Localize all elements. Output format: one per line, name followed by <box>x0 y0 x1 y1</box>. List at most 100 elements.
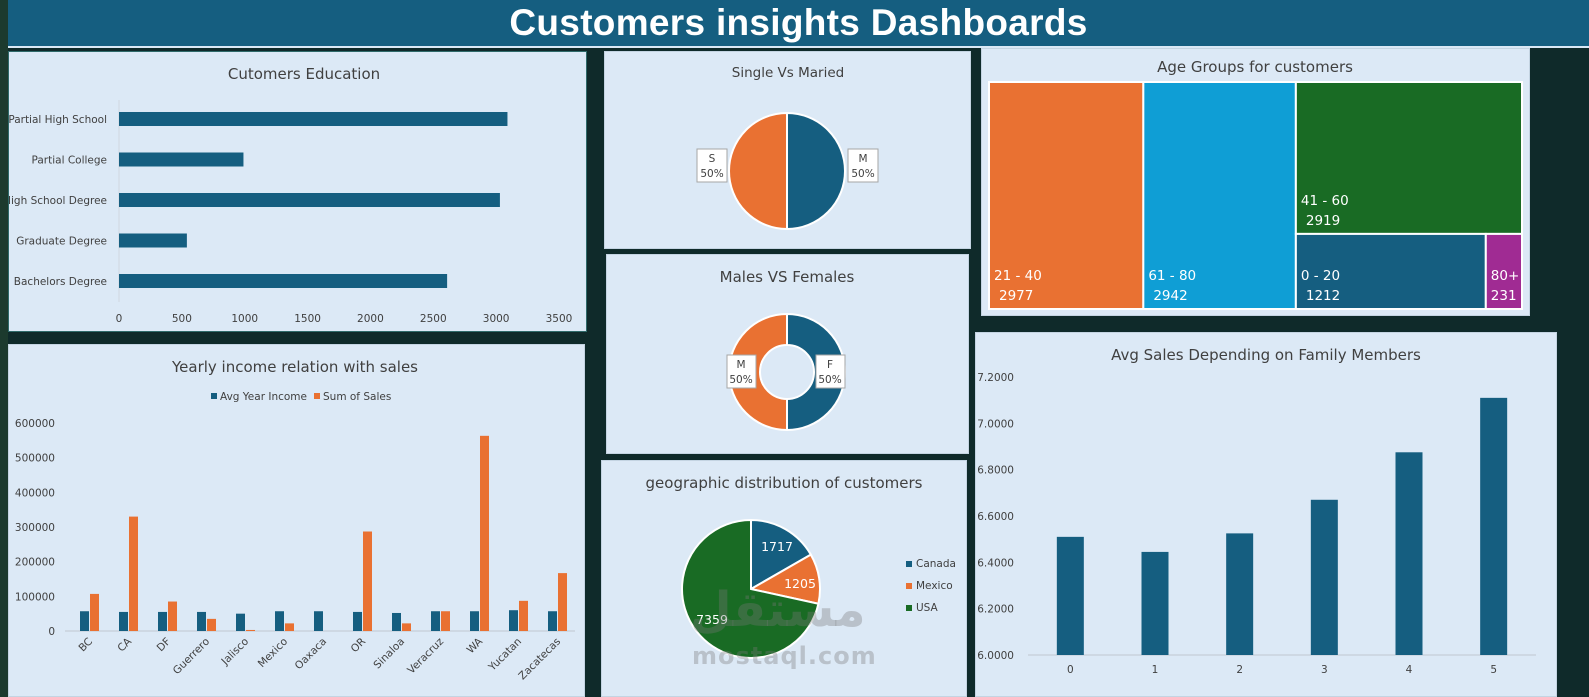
income-legend-swatch <box>211 393 217 399</box>
income-x-tick: Zacatecas <box>516 636 563 683</box>
income-x-tick: WA <box>465 635 486 656</box>
age-tile-value: 2942 <box>1153 288 1187 304</box>
family-y-tick: 7.2000 <box>977 372 1014 384</box>
marital-pie-slice <box>786 111 846 231</box>
gender-slice-label: F <box>827 359 833 371</box>
income-bar <box>285 623 294 631</box>
age-tile-label: 61 - 80 <box>1148 268 1196 284</box>
family-x-tick: 4 <box>1406 664 1413 676</box>
age-treemap-tile <box>1484 232 1524 310</box>
education-category-label: High School Degree <box>9 195 107 207</box>
income-bar <box>129 516 138 631</box>
gender-label-box-m <box>726 354 757 389</box>
income-bar <box>80 611 89 631</box>
income-bar <box>509 610 518 631</box>
geo-legend-swatch <box>906 561 912 567</box>
watermark-arabic: مستقل <box>690 582 866 638</box>
geo-slice-value: 1205 <box>784 576 816 591</box>
income-bar <box>402 623 411 631</box>
income-sales-chart-panel[interactable]: Yearly income relation with sales Avg Yea… <box>8 344 585 697</box>
gender-chart-panel[interactable]: Males VS Females F 50% M 50% <box>606 254 969 454</box>
geo-legend-label: USA <box>916 602 939 614</box>
family-bar <box>1310 499 1338 655</box>
gender-label-box-f <box>815 354 846 389</box>
family-y-tick: 6.6000 <box>977 511 1014 523</box>
marital-status-chart-panel[interactable]: Single Vs Maried M 50% S 50% <box>604 51 971 249</box>
age-tile-label: 0 - 20 <box>1301 268 1340 284</box>
education-chart-panel[interactable]: Cutomers Education Partial High School Par… <box>8 51 587 332</box>
age-tile-value: 231 <box>1491 288 1517 304</box>
income-y-tick: 500000 <box>15 453 55 465</box>
family-y-tick: 6.8000 <box>977 465 1014 477</box>
education-bar <box>119 152 244 167</box>
family-x-tick: 0 <box>1067 664 1074 676</box>
age-treemap-tile <box>1142 81 1297 310</box>
income-x-tick: OR <box>349 636 368 655</box>
geo-distribution-chart-panel[interactable]: geographic distribution of customers 1717… <box>601 460 967 697</box>
family-bar <box>1226 533 1254 655</box>
age-tile-value: 2919 <box>1306 213 1340 229</box>
income-bar <box>431 611 440 631</box>
education-x-tick: 1500 <box>294 313 321 325</box>
window-edge-strip <box>0 0 8 697</box>
watermark-latin: mostaql.com <box>692 642 877 670</box>
education-category-label: Partial College <box>31 155 107 167</box>
geo-legend-label: Mexico <box>916 580 953 592</box>
income-bar <box>168 601 177 631</box>
marital-svg: Single Vs Maried M 50% S 50% <box>696 65 879 231</box>
income-legend-label: Avg Year Income <box>220 391 307 403</box>
income-legend-label: Sum of Sales <box>323 391 391 403</box>
family-chart-title: Avg Sales Depending on Family Members <box>1111 346 1421 364</box>
marital-slice-label: M <box>858 153 867 165</box>
family-x-tick: 3 <box>1321 664 1328 676</box>
age-tile-label: 80+ <box>1491 268 1520 284</box>
income-bar <box>119 611 128 631</box>
age-groups-chart-panel[interactable]: Age Groups for customers 21 - 40 2977 61 - … <box>981 48 1530 316</box>
income-x-tick: Yucatan <box>486 636 524 674</box>
education-bar <box>119 112 508 126</box>
income-y-tick: 0 <box>48 626 55 638</box>
marital-chart-title: Single Vs Maried <box>732 65 844 81</box>
income-y-tick: 600000 <box>15 418 55 430</box>
gender-slice-pct: 50% <box>818 374 841 386</box>
income-svg: Yearly income relation with sales Avg Yea… <box>15 358 575 683</box>
income-x-tick: Veracruz <box>405 635 446 676</box>
age-svg: Age Groups for customers 21 - 40 2977 61 - … <box>988 58 1524 310</box>
geo-legend-label: Canada <box>916 558 956 570</box>
income-bar <box>314 611 323 631</box>
education-category-label: Bachelors Degree <box>14 276 107 288</box>
geo-pie-slice <box>681 518 820 659</box>
income-bar <box>207 618 216 631</box>
geo-chart-title: geographic distribution of customers <box>646 474 923 492</box>
family-x-tick: 2 <box>1236 664 1243 676</box>
age-treemap-tile <box>1294 232 1487 310</box>
family-x-tick: 1 <box>1152 664 1159 676</box>
education-x-tick: 2000 <box>357 313 384 325</box>
gender-svg: Males VS Females F 50% M 50% <box>720 268 855 432</box>
income-x-tick: Oaxaca <box>293 636 329 672</box>
marital-slice-label: S <box>709 153 716 165</box>
education-bar <box>119 233 187 248</box>
gender-chart-title: Males VS Females <box>720 268 855 286</box>
income-x-tick: BC <box>76 636 95 655</box>
family-y-tick: 6.0000 <box>977 650 1014 662</box>
marital-label-box-s <box>696 148 728 183</box>
marital-slice-pct: 50% <box>851 168 874 180</box>
income-bar <box>558 573 567 631</box>
family-sales-chart-panel[interactable]: Avg Sales Depending on Family Members 6.0… <box>975 332 1557 697</box>
age-tile-value: 1212 <box>1306 288 1340 304</box>
income-x-tick: Mexico <box>256 636 290 670</box>
income-bar <box>353 611 362 631</box>
dashboard-title: Customers insights Dashboards <box>509 2 1088 43</box>
income-x-tick: DF <box>155 636 173 654</box>
gender-doughnut-slice <box>728 312 788 432</box>
gender-slice-label: M <box>736 359 745 371</box>
income-bar <box>392 612 401 631</box>
family-svg: Avg Sales Depending on Family Members 6.0… <box>977 346 1536 676</box>
income-bar <box>480 435 489 631</box>
income-bar <box>158 611 167 631</box>
education-bar <box>119 274 448 288</box>
geo-pie-slice <box>750 518 813 591</box>
family-bar <box>1141 551 1169 655</box>
income-legend-swatch <box>314 393 320 399</box>
